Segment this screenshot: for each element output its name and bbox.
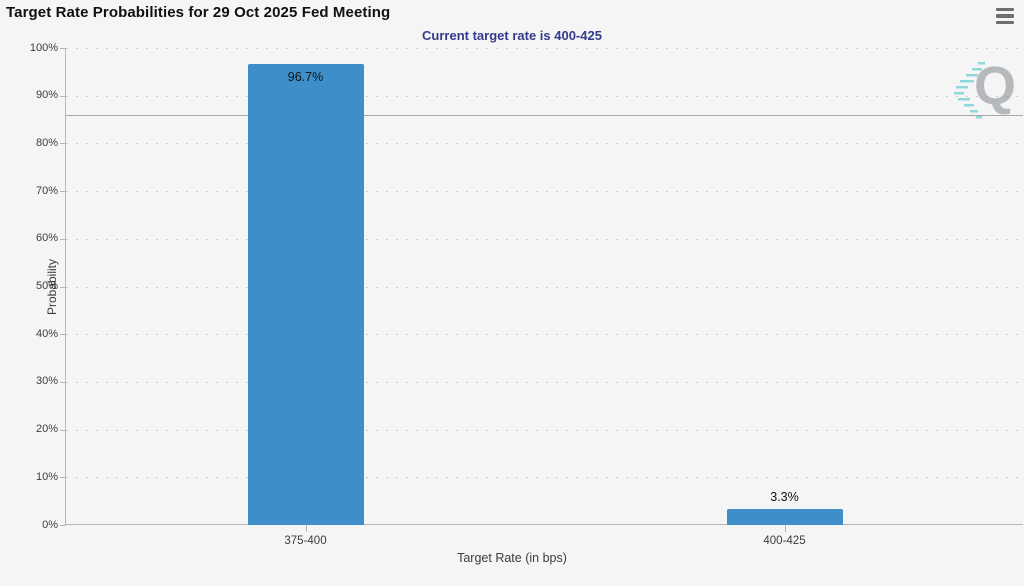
x-tick-label: 400-425 [763, 535, 806, 547]
y-tick-label: 70% [35, 184, 58, 197]
y-tick-mark [60, 191, 66, 193]
bar-375-400[interactable] [247, 63, 364, 525]
y-tick-mark [60, 381, 66, 383]
y-tick-mark [60, 477, 66, 479]
y-tick-mark [60, 95, 66, 97]
gridline [66, 95, 1023, 97]
gridline [66, 238, 1023, 240]
y-tick-label: 0% [42, 518, 58, 531]
gridline [66, 48, 1023, 49]
y-tick-label: 80% [35, 136, 58, 149]
x-axis-title: Target Rate (in bps) [457, 551, 567, 565]
gridline [66, 143, 1023, 145]
y-tick-label: 60% [35, 232, 58, 245]
y-tick-label: 10% [35, 470, 58, 483]
y-tick-mark [60, 286, 66, 288]
gridline [66, 381, 1023, 383]
y-tick-label: 100% [29, 41, 58, 54]
y-tick-label: 20% [35, 423, 58, 436]
gridline [66, 286, 1023, 288]
y-tick-label: 30% [35, 375, 58, 388]
plot-area: Probability 0% 10% 20% 30% 40% 50% 60% 70% 80% 90… [30, 42, 1023, 547]
y-tick-mark [60, 48, 66, 49]
gridline [66, 191, 1023, 193]
hamburger-menu-icon[interactable] [996, 8, 1014, 24]
y-tick-mark [60, 525, 66, 526]
y-tick-mark [60, 238, 66, 240]
y-tick-mark [60, 334, 66, 336]
chart-subtitle: Current target rate is 400-425 [422, 28, 602, 43]
y-tick-label: 90% [35, 89, 58, 102]
bar-value-label: 3.3% [770, 490, 799, 505]
y-tick-mark [60, 429, 66, 431]
bar-400-425[interactable] [726, 509, 843, 525]
reference-line [66, 114, 1023, 116]
bar-value-label: 96.7% [287, 69, 324, 84]
page-title: Target Rate Probabilities for 29 Oct 202… [6, 4, 391, 21]
x-tick-mark [784, 525, 786, 532]
y-tick-label: 50% [35, 280, 58, 292]
y-tick-label: 40% [35, 327, 58, 340]
x-tick-mark [305, 525, 307, 532]
y-tick-mark [60, 143, 66, 145]
gridline [66, 477, 1023, 479]
gridline [66, 334, 1023, 336]
x-tick-label: 375-400 [284, 535, 327, 547]
gridline [66, 429, 1023, 431]
